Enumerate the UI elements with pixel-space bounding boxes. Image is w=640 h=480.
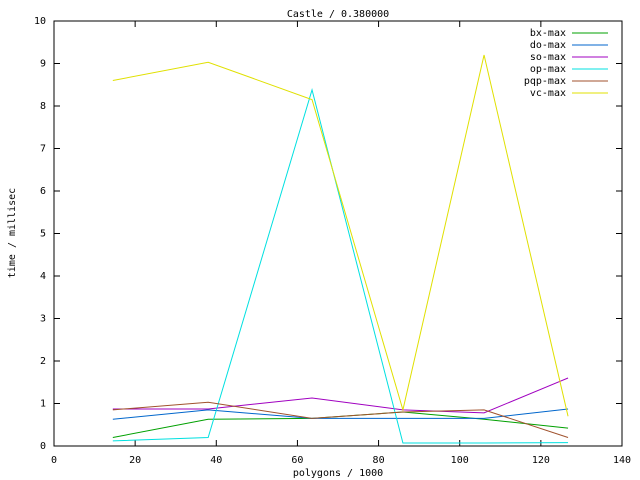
x-axis-label: polygons / 1000 — [293, 468, 383, 479]
x-tick-label: 60 — [291, 455, 303, 466]
series-line — [112, 401, 569, 438]
x-tick-label: 40 — [210, 455, 222, 466]
series-line — [112, 87, 569, 444]
series-line — [112, 377, 569, 414]
legend-label: pqp-max — [524, 76, 566, 87]
legend-label: vc-max — [530, 88, 566, 99]
x-tick-label: 140 — [613, 455, 631, 466]
y-tick-label: 8 — [40, 101, 46, 112]
y-tick-label: 10 — [34, 16, 46, 27]
x-tick-label: 20 — [129, 455, 141, 466]
y-tick-label: 9 — [40, 59, 46, 70]
x-tick-label: 100 — [451, 455, 469, 466]
y-tick-label: 3 — [40, 314, 46, 325]
chart-title: Castle / 0.380000 — [287, 9, 389, 20]
series-line — [112, 408, 569, 420]
y-tick-label: 6 — [40, 186, 46, 197]
y-tick-label: 2 — [40, 356, 46, 367]
x-tick-label: 0 — [51, 455, 57, 466]
legend-label: op-max — [530, 64, 566, 75]
legend-label: bx-max — [530, 28, 566, 39]
y-axis-label: time / millisec — [7, 188, 18, 278]
y-tick-label: 4 — [40, 271, 46, 282]
legend-label: do-max — [530, 40, 566, 51]
y-tick-label: 1 — [40, 399, 46, 410]
legend-label: so-max — [530, 52, 566, 63]
x-tick-label: 80 — [373, 455, 385, 466]
y-tick-label: 5 — [40, 229, 46, 240]
series-line — [112, 54, 569, 417]
y-tick-label: 7 — [40, 144, 46, 155]
x-tick-label: 120 — [532, 455, 550, 466]
y-tick-label: 0 — [40, 441, 46, 452]
